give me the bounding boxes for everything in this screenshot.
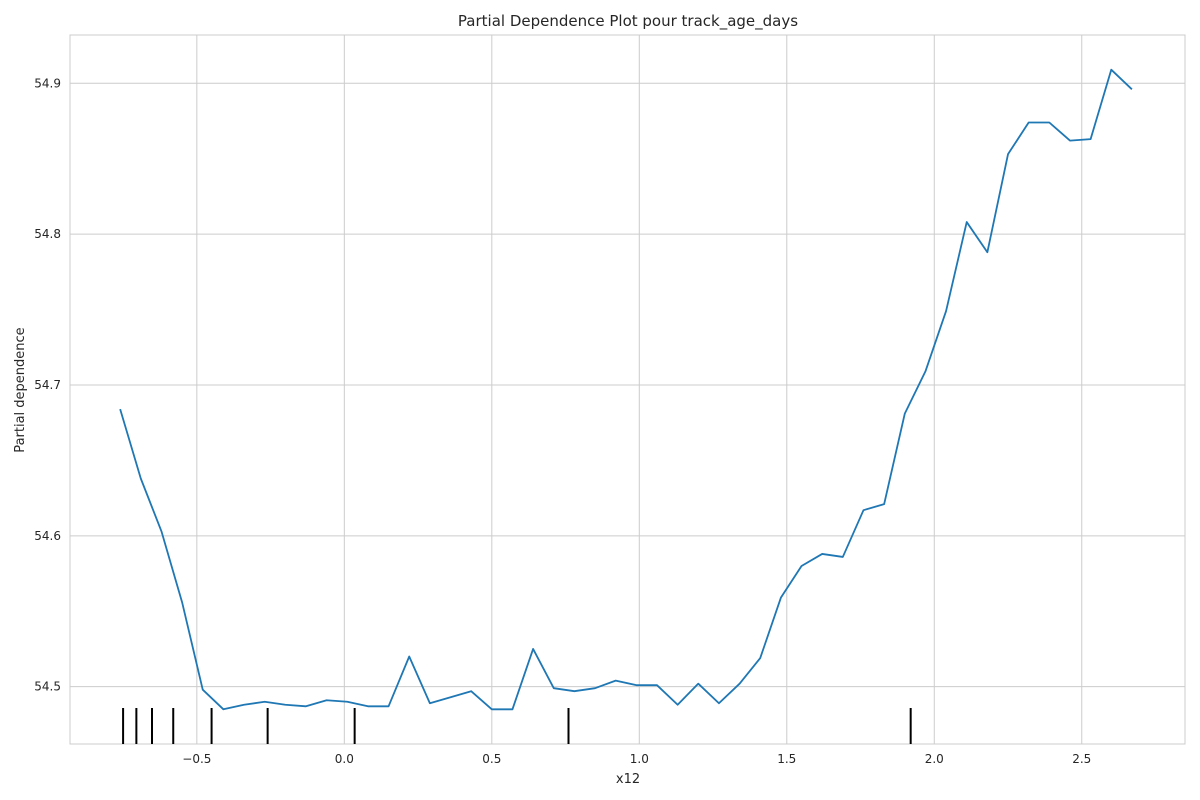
y-tick-label: 54.5	[34, 680, 61, 694]
x-tick-label: 2.0	[925, 752, 944, 766]
y-tick-label: 54.9	[34, 76, 61, 90]
x-tick-label: −0.5	[182, 752, 211, 766]
plot-area-frame	[69, 34, 1186, 745]
chart-title: Partial Dependence Plot pour track_age_d…	[458, 12, 798, 31]
x-tick-label: 0.5	[482, 752, 501, 766]
x-tick-labels: −0.5 0.0 0.5 1.0 1.5 2.0 2.5	[182, 752, 1091, 766]
y-tick-label: 54.7	[34, 378, 61, 392]
x-tick-label: 0.0	[335, 752, 354, 766]
rug-marks	[122, 708, 912, 744]
x-axis-label: x12	[616, 772, 640, 787]
y-axis-label: Partial dependence	[13, 327, 28, 452]
x-tick-label: 1.5	[777, 752, 796, 766]
y-tick-label: 54.8	[34, 227, 61, 241]
y-tick-label: 54.6	[34, 529, 61, 543]
x-tick-label: 1.0	[630, 752, 649, 766]
grid-lines	[70, 35, 1185, 744]
x-tick-label: 2.5	[1072, 752, 1091, 766]
partial-dependence-line	[119, 68, 1133, 711]
y-tick-labels: 54.5 54.6 54.7 54.8 54.9	[34, 76, 61, 693]
